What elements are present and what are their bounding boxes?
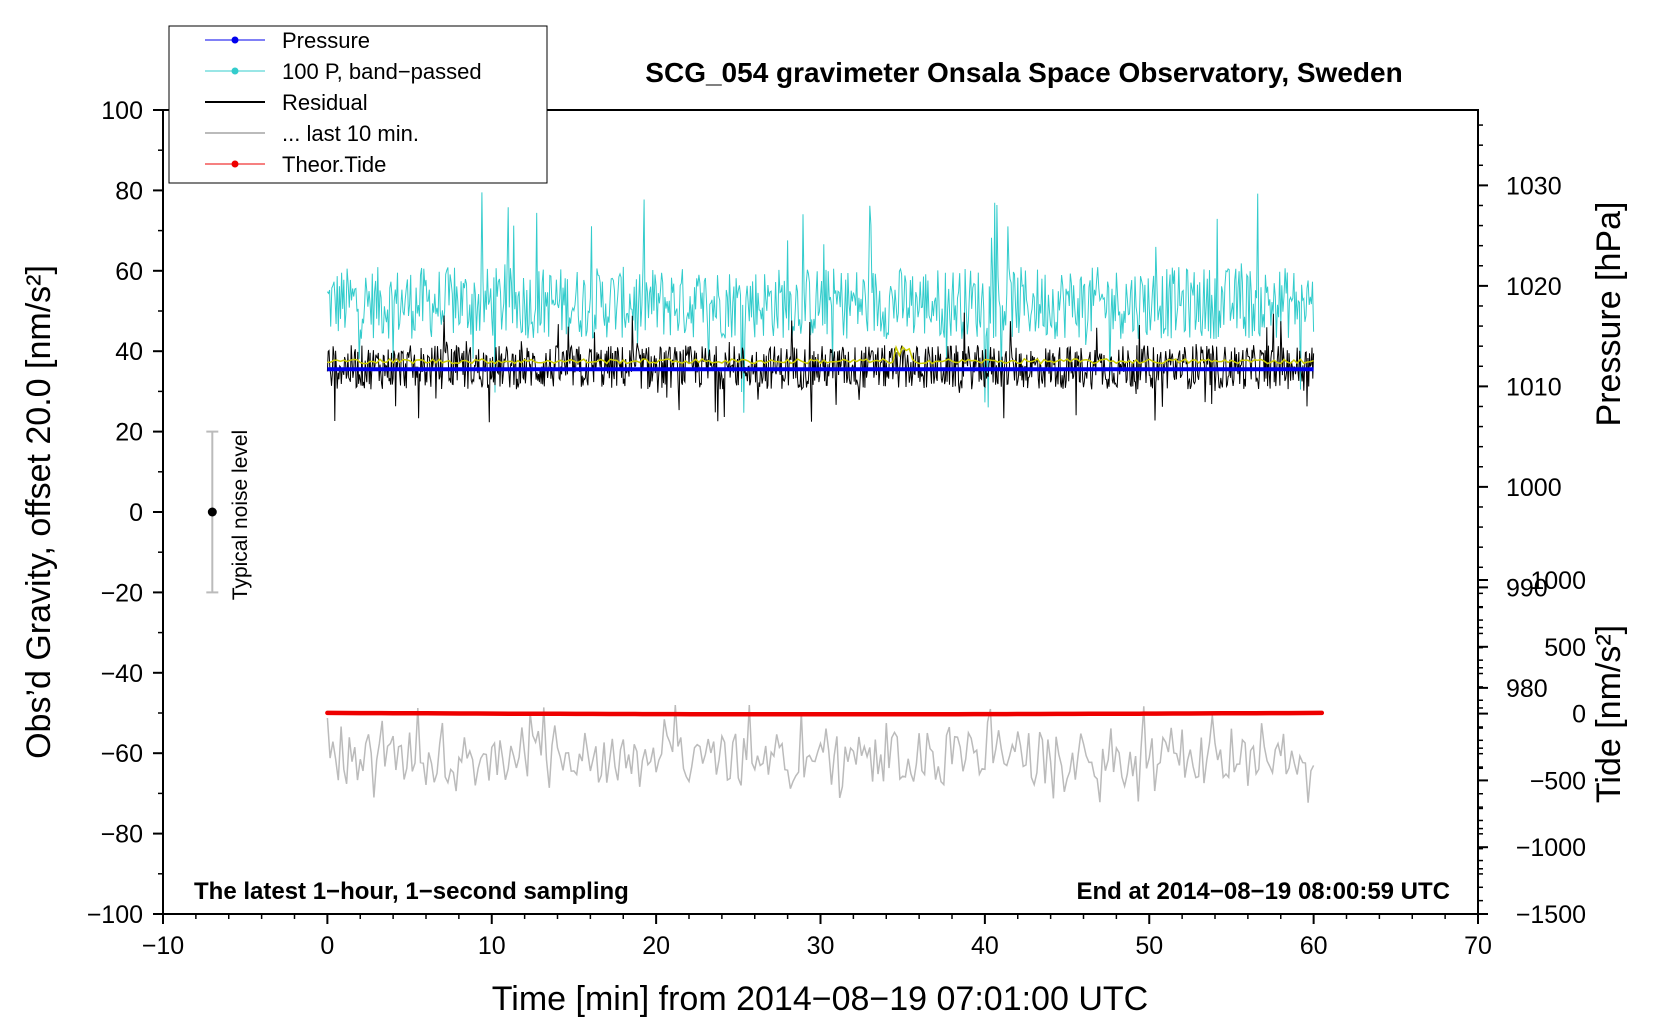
legend-label: Residual bbox=[282, 90, 368, 115]
noise-indicator bbox=[206, 430, 219, 594]
x-tick-label: 0 bbox=[320, 932, 334, 960]
legend-label: ... last 10 min. bbox=[282, 121, 419, 146]
y-tick-label: 40 bbox=[115, 338, 143, 366]
x-tick-label: 20 bbox=[642, 932, 670, 960]
pressure-tick-label: 990 bbox=[1506, 574, 1548, 602]
y-tick-label: 100 bbox=[101, 97, 143, 125]
legend-label: 100 P, band−passed bbox=[282, 59, 482, 84]
y-tick-label: −100 bbox=[87, 901, 143, 929]
legend-marker bbox=[231, 36, 239, 44]
y-tick-label: 20 bbox=[115, 419, 143, 447]
pressure-tick-label: 1030 bbox=[1506, 172, 1562, 200]
noise-center-dot bbox=[207, 507, 217, 517]
pressure-tick-label: 1010 bbox=[1506, 373, 1562, 401]
legend-marker bbox=[231, 160, 239, 168]
y-tick-label: 80 bbox=[115, 177, 143, 205]
x-tick-label: 30 bbox=[807, 932, 835, 960]
pressure-tick-label: 1020 bbox=[1506, 273, 1562, 301]
y-tick-label: 0 bbox=[129, 499, 143, 527]
x-tick-label: 70 bbox=[1464, 932, 1492, 960]
pressure-tick-label: 980 bbox=[1506, 675, 1548, 703]
y-tick-label: −80 bbox=[101, 821, 143, 849]
end-time-note: End at 2014−08−19 08:00:59 UTC bbox=[1076, 878, 1450, 905]
tide-tick-label: −1000 bbox=[1516, 834, 1586, 862]
y-axis-title-tide: Tide [nm/s²] bbox=[1590, 625, 1628, 803]
tide-tick-label: −1500 bbox=[1516, 901, 1586, 929]
legend-box bbox=[168, 25, 548, 184]
legend: Pressure 100 P, band−passed Residual ... la… bbox=[168, 25, 548, 184]
pressure-tick-label: 1000 bbox=[1506, 474, 1562, 502]
tide-tick-label: −500 bbox=[1530, 767, 1586, 795]
y-tick-label: −20 bbox=[101, 579, 143, 607]
plot-frame bbox=[162, 109, 1479, 915]
series-tide bbox=[325, 710, 1325, 717]
chart-title: SCG_054 gravimeter Onsala Space Observat… bbox=[645, 57, 1402, 88]
legend-marker bbox=[231, 67, 239, 75]
series-layer bbox=[325, 192, 1325, 803]
y-axis-title-pressure: Pressure [hPa] bbox=[1590, 202, 1628, 427]
ticks-layer: −10 0 10 20 30 40 50 60 70−100−80−60−40−20020406… bbox=[87, 97, 1586, 960]
series-last10 bbox=[326, 704, 1315, 803]
x-tick-label: 10 bbox=[478, 932, 506, 960]
series-smoothed bbox=[327, 344, 1314, 365]
y-tick-label: −60 bbox=[101, 740, 143, 768]
y-tick-label: −40 bbox=[101, 660, 143, 688]
y-axis-title-left: Obs’d Gravity, offset 20.0 [nm/s²] bbox=[20, 265, 58, 759]
x-axis-title: Time [min] from 2014−08−19 07:01:00 UTC bbox=[492, 980, 1148, 1018]
legend-label: Pressure bbox=[282, 28, 370, 53]
x-tick-label: 50 bbox=[1135, 932, 1163, 960]
noise-label: Typical noise level bbox=[229, 430, 252, 600]
x-tick-label: −10 bbox=[142, 932, 184, 960]
tide-tick-label: 500 bbox=[1544, 634, 1586, 662]
y-tick-label: 60 bbox=[115, 258, 143, 286]
sampling-note: The latest 1−hour, 1−second sampling bbox=[194, 878, 629, 905]
tide-tick-label: 0 bbox=[1572, 701, 1586, 729]
tide-tick-label: 1000 bbox=[1530, 567, 1586, 595]
series-bandpassed bbox=[326, 192, 1315, 413]
x-tick-label: 60 bbox=[1300, 932, 1328, 960]
x-tick-label: 40 bbox=[971, 932, 999, 960]
legend-label: Theor.Tide bbox=[282, 152, 386, 177]
